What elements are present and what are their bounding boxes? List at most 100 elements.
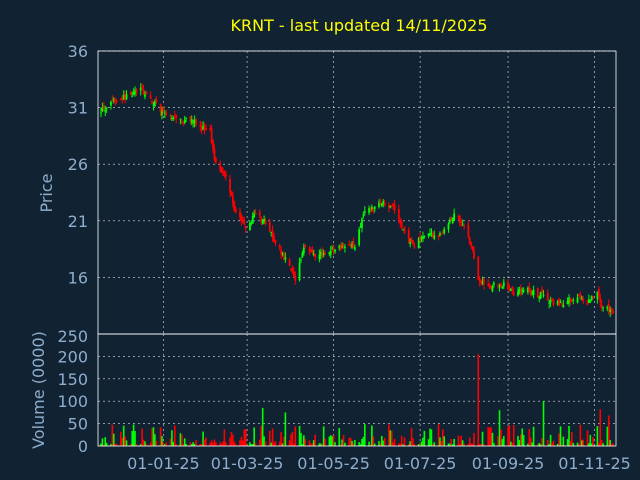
candle-body bbox=[290, 268, 292, 271]
volume-bar bbox=[135, 444, 138, 446]
volume-bar bbox=[487, 426, 489, 446]
volume-bar bbox=[263, 436, 265, 446]
candle-body bbox=[308, 248, 311, 251]
price-tick-label: 26 bbox=[68, 155, 88, 174]
volume-bar bbox=[450, 439, 453, 446]
volume-bar bbox=[311, 442, 314, 446]
volume-tick-label: 250 bbox=[57, 327, 88, 346]
volume-bar bbox=[457, 435, 460, 446]
candle-body bbox=[141, 86, 144, 88]
volume-bar bbox=[429, 428, 431, 446]
candle-body bbox=[229, 179, 231, 193]
volume-bar bbox=[521, 428, 524, 446]
candle-body bbox=[172, 117, 175, 119]
candle-body bbox=[518, 289, 521, 293]
volume-bar bbox=[400, 435, 403, 446]
candle-body bbox=[481, 281, 484, 284]
volume-bar bbox=[154, 434, 156, 446]
volume-panel-frame bbox=[97, 333, 617, 447]
volume-bar bbox=[301, 444, 304, 446]
volume-bar bbox=[328, 436, 331, 446]
candle-body bbox=[173, 114, 176, 116]
candle-body bbox=[292, 271, 295, 277]
candle-body bbox=[205, 128, 207, 131]
candle-body bbox=[111, 99, 114, 101]
volume-bar bbox=[373, 443, 376, 446]
candle-body bbox=[409, 241, 412, 244]
candle-body bbox=[549, 299, 552, 303]
candle-body bbox=[352, 241, 355, 248]
candle-body bbox=[546, 293, 549, 301]
candle-body bbox=[541, 289, 543, 293]
volume-bar bbox=[379, 442, 382, 446]
volume-bar bbox=[274, 441, 277, 446]
volume-bar bbox=[303, 435, 305, 446]
candle-body bbox=[274, 240, 277, 244]
volume-bar bbox=[561, 444, 563, 446]
volume-bar bbox=[527, 443, 529, 446]
candle-body bbox=[448, 219, 451, 223]
candle-body bbox=[351, 244, 353, 248]
candle-body bbox=[511, 289, 514, 291]
candle-body bbox=[388, 205, 390, 208]
candle-body bbox=[230, 191, 233, 196]
candle-body bbox=[480, 281, 482, 283]
candle-body bbox=[300, 259, 302, 261]
volume-bar bbox=[609, 440, 611, 446]
candle-body bbox=[319, 251, 322, 256]
candle-body bbox=[339, 245, 342, 250]
candle-body bbox=[437, 235, 440, 238]
candle-body bbox=[280, 249, 283, 254]
volume-bar bbox=[571, 431, 573, 446]
volume-bar bbox=[372, 436, 375, 446]
volume-bar bbox=[518, 439, 521, 446]
candle-body bbox=[561, 303, 563, 305]
volume-bar bbox=[352, 443, 355, 446]
candle-body bbox=[153, 101, 156, 107]
candle-body bbox=[403, 227, 406, 233]
candle-body bbox=[602, 307, 604, 309]
candle-body bbox=[353, 247, 356, 250]
volume-bar bbox=[169, 438, 172, 446]
volume-bar bbox=[253, 427, 255, 446]
volume-bar bbox=[242, 440, 244, 446]
candle-body bbox=[104, 109, 107, 112]
volume-bar bbox=[556, 443, 559, 446]
volume-bar bbox=[528, 429, 531, 446]
volume-bar bbox=[552, 440, 555, 446]
volume-bar bbox=[598, 443, 600, 446]
candle-body bbox=[509, 289, 512, 291]
volume-bar bbox=[549, 434, 552, 446]
candle-body bbox=[512, 292, 515, 296]
volume-bar bbox=[159, 427, 162, 446]
volume-bar bbox=[212, 442, 214, 446]
candle-body bbox=[244, 226, 247, 229]
candle-body bbox=[397, 209, 400, 220]
candle-body bbox=[182, 122, 185, 124]
candle-body bbox=[460, 221, 463, 224]
volume-bar bbox=[271, 428, 274, 446]
candle-body bbox=[558, 298, 561, 306]
candle-body bbox=[491, 286, 494, 292]
volume-bar bbox=[588, 443, 590, 446]
volume-bar bbox=[209, 442, 212, 446]
candle-body bbox=[522, 290, 525, 292]
candle-body bbox=[471, 246, 474, 250]
candle-body bbox=[451, 217, 454, 223]
candle-body bbox=[431, 233, 434, 237]
volume-bar bbox=[399, 443, 402, 446]
candle-body bbox=[358, 229, 361, 246]
volume-bar bbox=[590, 443, 593, 446]
volume-bar bbox=[322, 426, 325, 446]
candle-body bbox=[427, 233, 430, 236]
candle-body bbox=[552, 300, 555, 306]
volume-bar bbox=[382, 440, 385, 446]
x-tick-label: 01-01-25 bbox=[127, 454, 200, 473]
candle-body bbox=[322, 253, 325, 256]
volume-bar bbox=[599, 409, 602, 446]
volume-bar bbox=[120, 431, 122, 446]
volume-bar bbox=[383, 437, 386, 446]
candle-body bbox=[119, 99, 122, 101]
volume-bar bbox=[172, 441, 175, 446]
volume-bar bbox=[331, 436, 333, 446]
